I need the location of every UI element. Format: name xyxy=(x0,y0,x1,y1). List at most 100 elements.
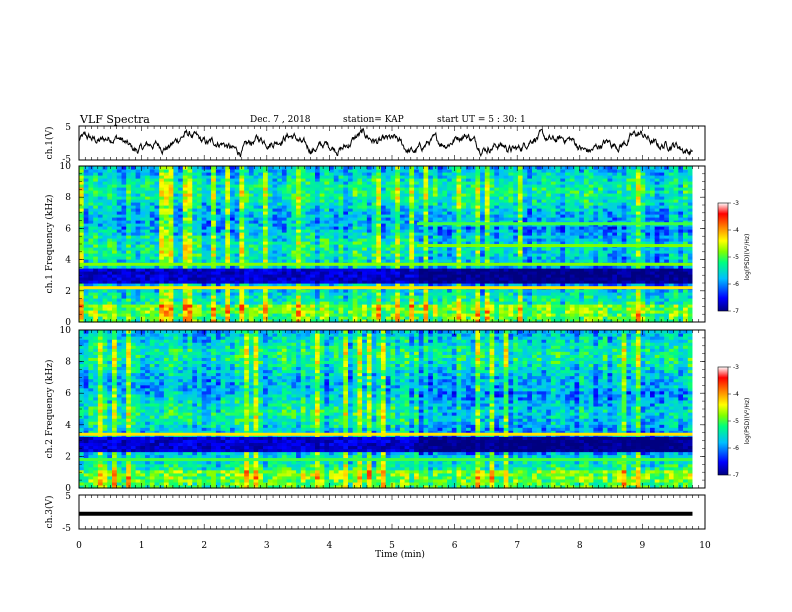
spectrogram-cell xyxy=(277,316,283,320)
spectrogram-cell xyxy=(206,313,212,317)
spectrogram-cell xyxy=(145,232,151,236)
spectrogram-cell xyxy=(201,280,208,284)
spectrogram-cell xyxy=(258,205,264,209)
spectrogram-cell xyxy=(305,244,311,248)
spectrogram-cell xyxy=(126,226,132,230)
spectrogram-cell xyxy=(102,268,108,272)
spectrogram-cell xyxy=(102,226,108,230)
spectrogram-cell xyxy=(286,295,292,299)
spectrogram-cell xyxy=(102,292,108,296)
spectrogram-cell xyxy=(140,199,146,203)
spectrogram-cell xyxy=(116,211,123,215)
spectrogram-cell xyxy=(130,274,137,278)
spectrogram-cell xyxy=(291,166,297,170)
spectrogram-cell xyxy=(324,241,330,245)
spectrogram-cell xyxy=(145,283,151,287)
spectrogram-cell xyxy=(310,319,316,323)
spectrogram-cell xyxy=(187,178,193,182)
spectrogram-cell xyxy=(154,265,160,269)
spectrogram-cell xyxy=(130,211,137,215)
spectrogram-cell xyxy=(192,268,198,272)
spectrogram-cell xyxy=(173,220,179,224)
spectrogram-cell xyxy=(97,277,104,281)
spectrogram-cell xyxy=(324,316,330,320)
spectrogram-cell xyxy=(211,169,217,173)
spectrogram-cell xyxy=(83,274,90,278)
spectrogram-cell xyxy=(102,259,108,263)
spectrogram-cell xyxy=(277,166,283,170)
spectrogram-cell xyxy=(329,316,335,320)
spectrogram-cell xyxy=(140,184,146,188)
spectrogram-cell xyxy=(163,193,170,197)
spectrogram-cell xyxy=(324,259,330,263)
spectrogram-cell xyxy=(112,253,118,257)
spectrogram-cell xyxy=(230,307,236,311)
spectrogram-cell xyxy=(300,202,307,206)
spectrogram-cell xyxy=(197,253,203,257)
spectrogram-cell xyxy=(121,283,127,287)
spectrogram-cell xyxy=(192,241,198,245)
spectrogram-cell xyxy=(263,316,269,320)
spectrogram-cell xyxy=(239,226,245,230)
spectrogram-cell xyxy=(88,298,94,302)
spectrogram-cell xyxy=(116,319,123,323)
spectrogram-cell xyxy=(277,223,283,227)
spectrogram-cell xyxy=(126,310,132,314)
spectrogram-cell xyxy=(116,193,123,197)
spectrogram-cell xyxy=(272,199,278,203)
spectrogram-cell xyxy=(253,190,259,194)
spectrogram-cell xyxy=(215,208,222,212)
spectrogram-cell xyxy=(234,178,241,182)
spectrogram-cell xyxy=(197,238,203,242)
spectrogram-cell xyxy=(234,253,241,257)
spectrogram-cell xyxy=(329,268,335,272)
spectrogram-cell xyxy=(135,298,141,302)
spectrogram-cell xyxy=(291,214,297,218)
spectrogram-cell xyxy=(315,319,321,323)
spectrogram-cell xyxy=(225,193,231,197)
header-station: station= KAP xyxy=(343,115,404,125)
spectrogram-cell xyxy=(215,253,222,257)
spectrogram-cell xyxy=(286,313,292,317)
spectrogram-cell xyxy=(272,280,278,284)
spectrogram-cell xyxy=(215,196,222,200)
spectrogram-cell xyxy=(140,217,146,221)
spectrogram-cell xyxy=(272,241,278,245)
spectrogram-cell xyxy=(300,247,307,251)
spectrogram-cell xyxy=(258,169,264,173)
spectrogram-cell xyxy=(163,199,170,203)
spectrogram-cell xyxy=(159,301,165,305)
spectrogram-cell xyxy=(244,223,250,227)
spectrogram-cell xyxy=(333,193,340,197)
spectrogram-cell xyxy=(112,205,118,209)
spectrogram-cell xyxy=(163,169,170,173)
spectrogram-cell xyxy=(197,295,203,299)
spectrogram-cell xyxy=(140,238,146,242)
spectrogram-cell xyxy=(324,169,330,173)
spectrogram-cell xyxy=(126,304,132,308)
spectrogram-cell xyxy=(324,271,330,275)
spectrogram-cell xyxy=(135,214,141,218)
spectrogram-cell xyxy=(197,307,203,311)
spectrogram-cell xyxy=(248,211,255,215)
spectrogram-cell xyxy=(329,265,335,269)
spectrogram-cell xyxy=(305,280,311,284)
spectrogram-cell xyxy=(126,187,132,191)
spectrogram-cell xyxy=(135,289,141,293)
spectrogram-cell xyxy=(192,187,198,191)
spectrogram-cell xyxy=(324,256,330,260)
spectrogram-cell xyxy=(79,238,85,242)
spectrogram-cell xyxy=(267,250,274,254)
spectrogram-cell xyxy=(234,202,241,206)
spectrogram-cell xyxy=(234,229,241,233)
spectrogram-cell xyxy=(159,277,165,281)
spectrogram-cell xyxy=(220,187,226,191)
ch1-waveform-panel: 5 -5 ch.1(V) xyxy=(44,123,706,165)
spectrogram-cell xyxy=(211,304,217,308)
spectrogram-cell xyxy=(116,229,123,233)
spectrogram-cell xyxy=(244,244,250,248)
spectrogram-cell xyxy=(93,223,99,227)
spectrogram-cell xyxy=(182,256,189,260)
spectrogram-cell xyxy=(234,280,241,284)
spectrogram-cell xyxy=(248,196,255,200)
